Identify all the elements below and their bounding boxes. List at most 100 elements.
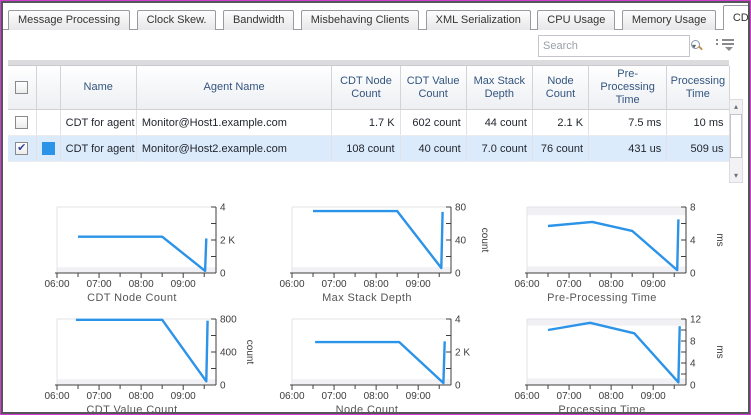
tab-misbehaving-clients[interactable]: Misbehaving Clients [300,10,420,30]
tab-message-processing[interactable]: Message Processing [8,10,131,30]
svg-text:4: 4 [455,315,461,326]
tab-cpu-usage[interactable]: CPU Usage [537,10,616,30]
tab-bandwidth[interactable]: Bandwidth [222,10,295,30]
svg-text:07:00: 07:00 [322,279,347,290]
series-color-swatch [42,116,55,129]
tab-cdt-submission[interactable]: CDT Submission [722,5,748,30]
tab-xml-serialization[interactable]: XML Serialization [425,10,531,30]
chart-row-2: 06:00 07:00 08:00 09:00 0 400 800 count CDT Val… [37,314,748,413]
vertical-scrollbar[interactable]: ▴ ▾ [729,99,743,183]
svg-text:4: 4 [220,203,226,214]
column-header-max-stack-depth[interactable]: Max Stack Depth [466,66,533,110]
chart-title: CDT Node Count [87,292,177,304]
cell-processing-time: 509 us [666,135,730,162]
svg-text:08:00: 08:00 [364,279,389,290]
scroll-down-icon[interactable]: ▾ [733,171,738,180]
chart-cdt-node-count: 06:00 07:00 08:00 09:00 0 2 K 4 CDT Node Count [37,202,272,312]
column-customize-icon[interactable] [716,38,734,53]
row-checkbox[interactable]: ✔ [15,142,29,155]
y-axis-unit-label: ms [714,345,725,358]
chart-title: Max Stack Depth [322,292,412,304]
svg-text:07:00: 07:00 [557,279,582,290]
row-checkbox-cell [8,109,37,136]
cell-pre-processing-time: 431 us [588,135,668,162]
svg-text:0: 0 [220,381,226,392]
grid-empty-area [8,162,729,194]
table-row[interactable]: CDT for agent 3 Monitor@Host1.example.co… [8,109,730,136]
row-checkbox[interactable] [15,116,29,129]
column-header-node-count[interactable]: Node Count [532,66,590,110]
svg-text:08:00: 08:00 [129,279,154,290]
tab-memory-usage[interactable]: Memory Usage [621,10,717,30]
tab-clock-skew[interactable]: Clock Skew. [136,10,217,30]
svg-text:07:00: 07:00 [87,279,112,290]
row-checkbox-cell: ✔ [8,135,37,162]
cell-agent-name: Monitor@Host2.example.com [136,135,333,162]
svg-text:08:00: 08:00 [599,279,624,290]
svg-text:2 K: 2 K [455,348,470,359]
data-grid: Name Agent Name CDT Node Count CDT Value… [8,60,743,194]
chart-row-1: 06:00 07:00 08:00 09:00 0 2 K 4 CDT Node Count… [37,202,748,312]
cell-processing-time: 10 ms [666,109,730,136]
chart-processing-time: 06:00 07:00 08:00 09:00 0 4 8 12 ms Processing T… [507,314,742,413]
grid-top-strip [8,60,729,66]
svg-text:4: 4 [690,236,696,247]
y-axis-unit-label: count [479,228,490,253]
svg-text:07:00: 07:00 [87,391,112,402]
svg-text:09:00: 09:00 [641,279,666,290]
column-header-name[interactable]: Name [60,66,137,110]
table-row-selected[interactable]: ✔ CDT for agent 5 Monitor@Host2.example.… [8,135,730,162]
cell-cdt-value-count: 40 count [400,135,467,162]
svg-text:40: 40 [455,236,467,247]
column-header-cdt-value-count[interactable]: CDT Value Count [400,66,467,110]
svg-text:06:00: 06:00 [44,279,69,290]
chart-node-count: 06:00 07:00 08:00 09:00 0 2 K 4 Node Count [272,314,507,413]
toolbar: ▾ [3,30,748,60]
svg-text:0: 0 [220,269,226,280]
column-header-pre-processing-time[interactable]: Pre-Processing Time [588,66,668,110]
svg-text:09:00: 09:00 [171,279,196,290]
swatch-header-cell [36,66,61,110]
scroll-up-icon[interactable]: ▴ [733,102,738,111]
cell-node-count: 2.1 K [532,109,590,136]
column-header-processing-time[interactable]: Processing Time [666,66,730,110]
svg-text:2 K: 2 K [220,236,235,247]
cell-node-count: 76 count [532,135,590,162]
chart-cdt-value-count: 06:00 07:00 08:00 09:00 0 400 800 count CDT Val… [37,314,272,413]
chart-canvas: 06:00 07:00 08:00 09:00 0 40 80 count [279,203,490,291]
svg-text:06:00: 06:00 [279,391,304,402]
row-swatch-cell [36,109,61,136]
chart-max-stack-depth: 06:00 07:00 08:00 09:00 0 40 80 count Max Stack… [272,202,507,312]
series-color-swatch [41,142,55,155]
y-axis-unit-label: ms [714,233,725,246]
chart-title: Processing Time [558,404,646,412]
search-box[interactable]: ▾ [538,35,703,57]
cell-name: CDT for agent 5 [60,135,137,162]
column-header-agent-name[interactable]: Agent Name [136,66,333,110]
svg-text:400: 400 [220,348,237,359]
cell-agent-name: Monitor@Host1.example.com [136,109,333,136]
svg-text:07:00: 07:00 [557,391,582,402]
svg-text:0: 0 [690,269,696,280]
cell-name: CDT for agent 3 [60,109,137,136]
svg-text:80: 80 [455,203,467,214]
chart-canvas: 06:00 07:00 08:00 09:00 0 4 8 ms [514,203,725,291]
svg-text:09:00: 09:00 [406,279,431,290]
chart-title: Pre-Processing Time [547,292,657,304]
svg-text:0: 0 [455,269,461,280]
scrollbar-thumb[interactable] [730,114,742,158]
svg-text:08:00: 08:00 [364,391,389,402]
svg-text:08:00: 08:00 [599,391,624,402]
svg-text:09:00: 09:00 [641,391,666,402]
select-all-checkbox[interactable] [15,80,29,94]
y-axis-unit-label: count [244,340,255,365]
chart-title: CDT Value Count [86,404,178,412]
chart-canvas: 06:00 07:00 08:00 09:00 0 400 800 count [44,315,255,403]
row-swatch-cell [36,135,61,162]
column-header-cdt-node-count[interactable]: CDT Node Count [331,66,401,110]
app-window: Message Processing Clock Skew. Bandwidth… [3,3,748,412]
search-input[interactable] [539,40,689,52]
svg-text:09:00: 09:00 [406,391,431,402]
tab-bar: Message Processing Clock Skew. Bandwidth… [3,3,748,30]
